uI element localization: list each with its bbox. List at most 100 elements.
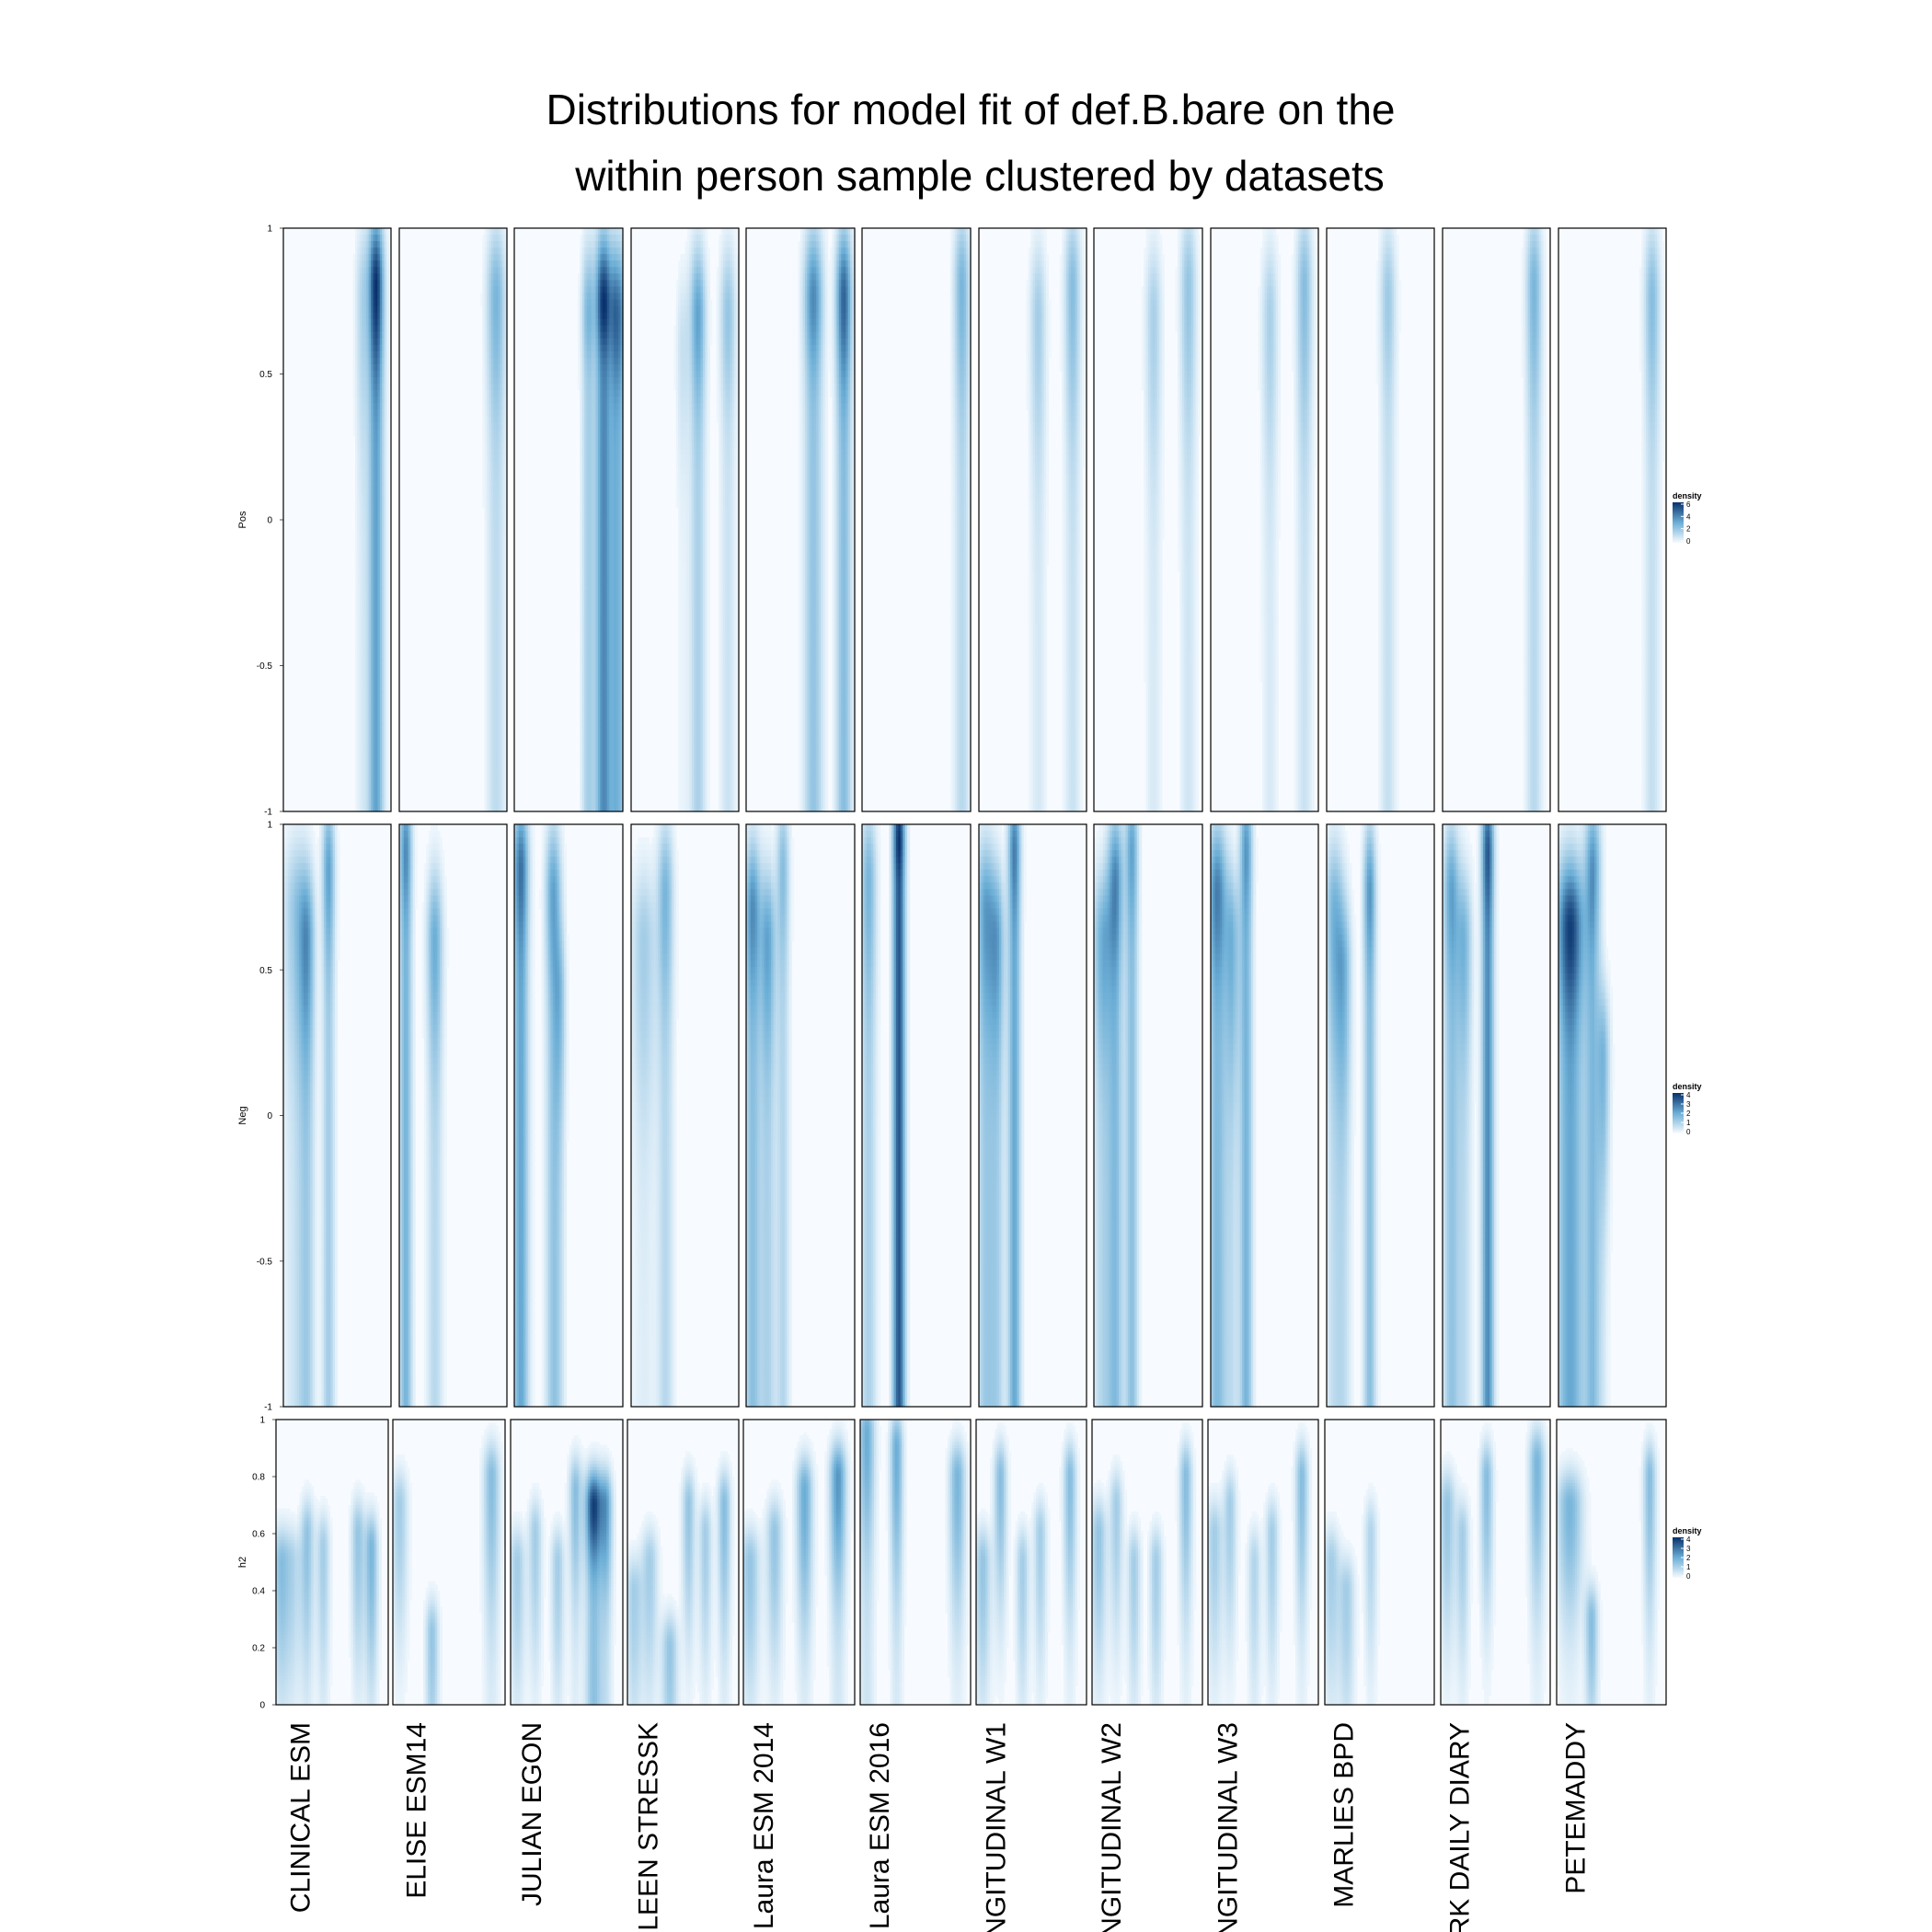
density-cell bbox=[386, 675, 389, 683]
density-cell bbox=[386, 435, 389, 443]
density-cell bbox=[386, 488, 389, 495]
density-cell bbox=[386, 662, 389, 670]
heatmap-panel bbox=[399, 228, 508, 812]
density-cell bbox=[386, 241, 389, 248]
density-cell bbox=[386, 286, 389, 293]
density-cell bbox=[386, 475, 389, 482]
density-cell bbox=[386, 507, 389, 514]
density-cell bbox=[386, 254, 389, 261]
density-cell bbox=[386, 786, 389, 793]
density-cell bbox=[386, 539, 389, 546]
density-cell bbox=[386, 584, 389, 592]
density-cell bbox=[386, 326, 389, 333]
density-cell bbox=[386, 520, 389, 527]
density-cell bbox=[386, 260, 389, 268]
density-cell bbox=[386, 682, 389, 689]
density-cell bbox=[386, 371, 389, 378]
density-cell bbox=[386, 558, 389, 566]
density-cell bbox=[386, 416, 389, 423]
density-cell bbox=[386, 701, 389, 708]
density-cell bbox=[386, 688, 389, 696]
density-cell bbox=[386, 611, 389, 618]
density-cell bbox=[386, 727, 389, 734]
density-cell bbox=[386, 273, 389, 281]
density-cell bbox=[386, 714, 389, 721]
plot-area: Pos-1-0.500.51density0246Neg-1-0.500.51d… bbox=[237, 224, 1702, 1932]
density-cell bbox=[386, 500, 389, 508]
density-cell bbox=[386, 299, 389, 306]
density-cell bbox=[386, 643, 389, 650]
density-cell bbox=[386, 533, 389, 540]
density-cell bbox=[386, 377, 389, 385]
density-cell bbox=[386, 442, 389, 449]
density-cell bbox=[386, 733, 389, 741]
density-cell bbox=[386, 449, 389, 456]
chart-title-line-1: Distributions for model fit of def.B.bar… bbox=[546, 86, 1395, 133]
density-cell bbox=[386, 235, 389, 242]
y-tick-label: 0 bbox=[267, 516, 272, 526]
density-cell bbox=[386, 617, 389, 625]
density-cell bbox=[386, 247, 389, 255]
density-cell bbox=[386, 552, 389, 559]
density-cell bbox=[386, 565, 389, 572]
density-cell bbox=[386, 313, 389, 320]
density-cell bbox=[386, 526, 389, 534]
density-cell bbox=[386, 462, 389, 469]
density-cell bbox=[386, 339, 389, 346]
density-cell bbox=[386, 650, 389, 657]
density-cell bbox=[386, 656, 389, 663]
density-cell bbox=[386, 364, 389, 372]
density-cell bbox=[386, 669, 389, 676]
density-cell bbox=[386, 604, 389, 612]
density-cell bbox=[386, 760, 389, 767]
density-cell bbox=[386, 546, 389, 553]
density-cell bbox=[386, 571, 389, 579]
density-cell bbox=[386, 494, 389, 501]
density-cell bbox=[386, 345, 389, 352]
density-cell bbox=[386, 384, 389, 391]
density-cell bbox=[386, 358, 389, 365]
density-cell bbox=[386, 773, 389, 780]
density-cell bbox=[386, 409, 389, 417]
y-tick-label: 1 bbox=[267, 224, 272, 235]
density-cell bbox=[386, 720, 389, 728]
density-cell bbox=[386, 779, 389, 787]
chart-title-line-2: within person sample clustered by datase… bbox=[574, 152, 1385, 200]
y-tick-label: 0.5 bbox=[259, 370, 272, 380]
y-axis-label-pos: Pos bbox=[237, 511, 248, 528]
density-cell bbox=[386, 799, 389, 806]
density-cell bbox=[386, 319, 389, 327]
density-cell bbox=[386, 403, 389, 410]
density-cell bbox=[386, 792, 389, 799]
y-tick-label: -0.5 bbox=[257, 661, 273, 672]
density-cell bbox=[386, 390, 389, 397]
density-cell bbox=[386, 332, 389, 339]
density-cell bbox=[386, 766, 389, 774]
density-cell bbox=[386, 468, 389, 476]
density-cell bbox=[386, 429, 389, 436]
density-cell bbox=[386, 293, 389, 300]
density-cell bbox=[386, 753, 389, 761]
density-cell bbox=[386, 228, 389, 236]
density-cell bbox=[386, 598, 389, 605]
density-cell bbox=[386, 695, 389, 702]
density-cell bbox=[386, 637, 389, 644]
heatmap-panel bbox=[283, 228, 391, 812]
density-cell bbox=[386, 481, 389, 489]
density-cell bbox=[386, 513, 389, 521]
density-cell bbox=[386, 624, 389, 631]
density-cell bbox=[386, 455, 389, 463]
density-cell bbox=[386, 741, 389, 748]
density-cell bbox=[386, 422, 389, 430]
density-cell bbox=[386, 707, 389, 715]
density-cell bbox=[386, 397, 389, 404]
density-cell bbox=[386, 747, 389, 754]
density-cell bbox=[386, 591, 389, 598]
density-cell bbox=[386, 280, 389, 287]
density-cell bbox=[386, 578, 389, 585]
density-cell bbox=[386, 267, 389, 274]
y-tick-label: -1 bbox=[264, 808, 272, 818]
